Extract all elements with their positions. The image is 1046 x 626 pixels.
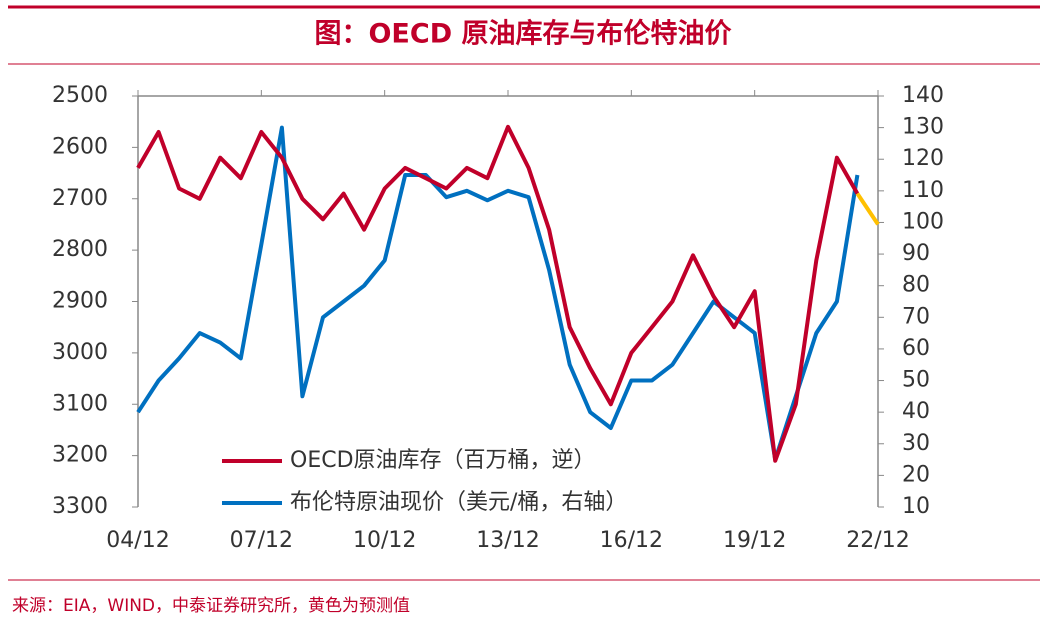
y2-tick-label: 40 [902, 399, 930, 424]
y2-tick-label: 110 [902, 178, 944, 203]
y-tick-label: 3200 [52, 443, 108, 468]
x-tick-label: 19/12 [723, 528, 786, 553]
x-tick-label: 04/12 [106, 528, 169, 553]
y2-tick-label: 80 [902, 273, 930, 298]
y2-tick-label: 130 [902, 115, 944, 140]
y2-tick-label: 30 [902, 431, 930, 456]
source: 来源：EIA，WIND，中泰证券研究所，黄色为预测值 [12, 596, 410, 616]
y-tick-label: 2800 [52, 237, 108, 262]
series-line [136, 125, 860, 462]
y-tick-label: 3300 [52, 494, 108, 519]
y2-tick-label: 140 [902, 83, 944, 108]
y-tick-label: 2600 [52, 134, 108, 159]
x-tick-label: 10/12 [353, 528, 416, 553]
y-tick-label: 3000 [52, 340, 108, 365]
y2-tick-label: 60 [902, 336, 930, 361]
y2-tick-label: 20 [902, 462, 930, 487]
x-tick-label: 16/12 [600, 528, 663, 553]
legend-label: 布伦特原油现价（美元/桶，右轴） [290, 490, 627, 515]
y2-tick-label: 100 [902, 209, 944, 234]
x-tick-label: 13/12 [476, 528, 539, 553]
y2-tick-label: 120 [902, 146, 944, 171]
y2-tick-label: 10 [902, 494, 930, 519]
series-line [136, 124, 860, 463]
y-tick-label: 2900 [52, 289, 108, 314]
y-tick-label: 2500 [52, 83, 108, 108]
legend-label: OECD原油库存（百万桶，逆） [290, 448, 596, 473]
y2-tick-label: 70 [902, 304, 930, 329]
series-line [855, 192, 880, 226]
y-tick-label: 3100 [52, 391, 108, 416]
y2-tick-label: 90 [902, 241, 930, 266]
chart-title: 图：OECD 原油库存与布伦特油价 [314, 18, 732, 50]
y2-tick-label: 50 [902, 368, 930, 393]
y-tick-label: 2700 [52, 186, 108, 211]
x-tick-label: 07/12 [230, 528, 293, 553]
x-tick-label: 22/12 [846, 528, 909, 553]
